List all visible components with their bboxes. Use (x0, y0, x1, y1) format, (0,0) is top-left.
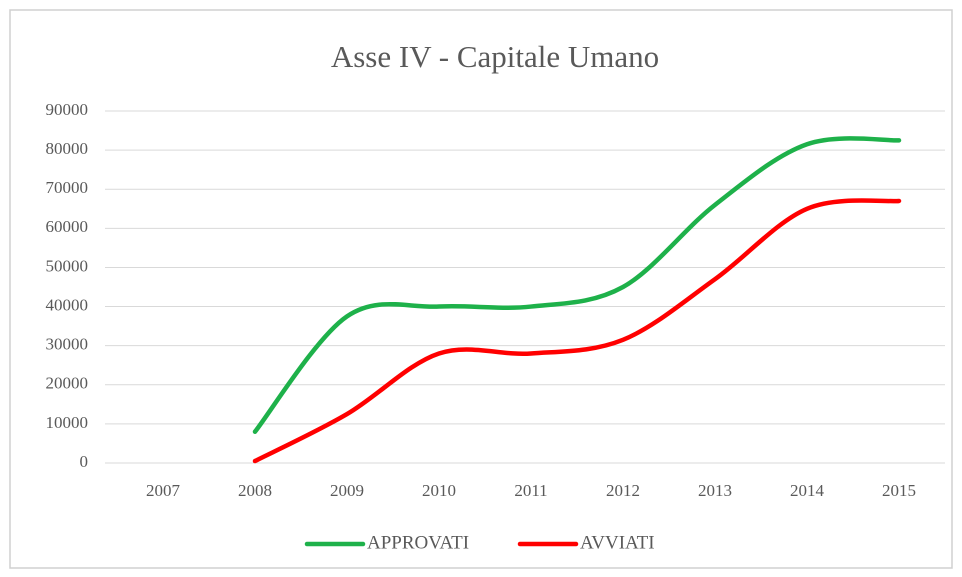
y-tick-label: 20000 (46, 374, 89, 393)
x-tick-label: 2012 (606, 481, 640, 500)
y-tick-label: 50000 (46, 256, 89, 275)
y-tick-label: 30000 (46, 335, 89, 354)
y-tick-label: 80000 (46, 139, 89, 158)
x-tick-label: 2010 (422, 481, 456, 500)
x-tick-label: 2008 (238, 481, 272, 500)
y-tick-label: 70000 (46, 178, 89, 197)
chart-title: Asse IV - Capitale Umano (331, 39, 659, 74)
x-tick-label: 2007 (146, 481, 181, 500)
x-tick-label: 2011 (514, 481, 547, 500)
legend-label: AVVIATI (580, 532, 655, 553)
y-tick-label: 0 (80, 452, 89, 471)
y-tick-label: 60000 (46, 217, 89, 236)
legend-label: APPROVATI (367, 532, 469, 553)
series-line (252, 198, 902, 464)
x-tick-label: 2009 (330, 481, 364, 500)
y-tick-label: 90000 (46, 100, 89, 119)
x-tick-label: 2013 (698, 481, 732, 500)
y-tick-label: 10000 (46, 413, 89, 432)
x-tick-label: 2015 (882, 481, 916, 500)
chart-border (9, 9, 953, 569)
series-line (252, 136, 902, 434)
x-tick-label: 2014 (790, 481, 825, 500)
y-tick-label: 40000 (46, 295, 89, 314)
